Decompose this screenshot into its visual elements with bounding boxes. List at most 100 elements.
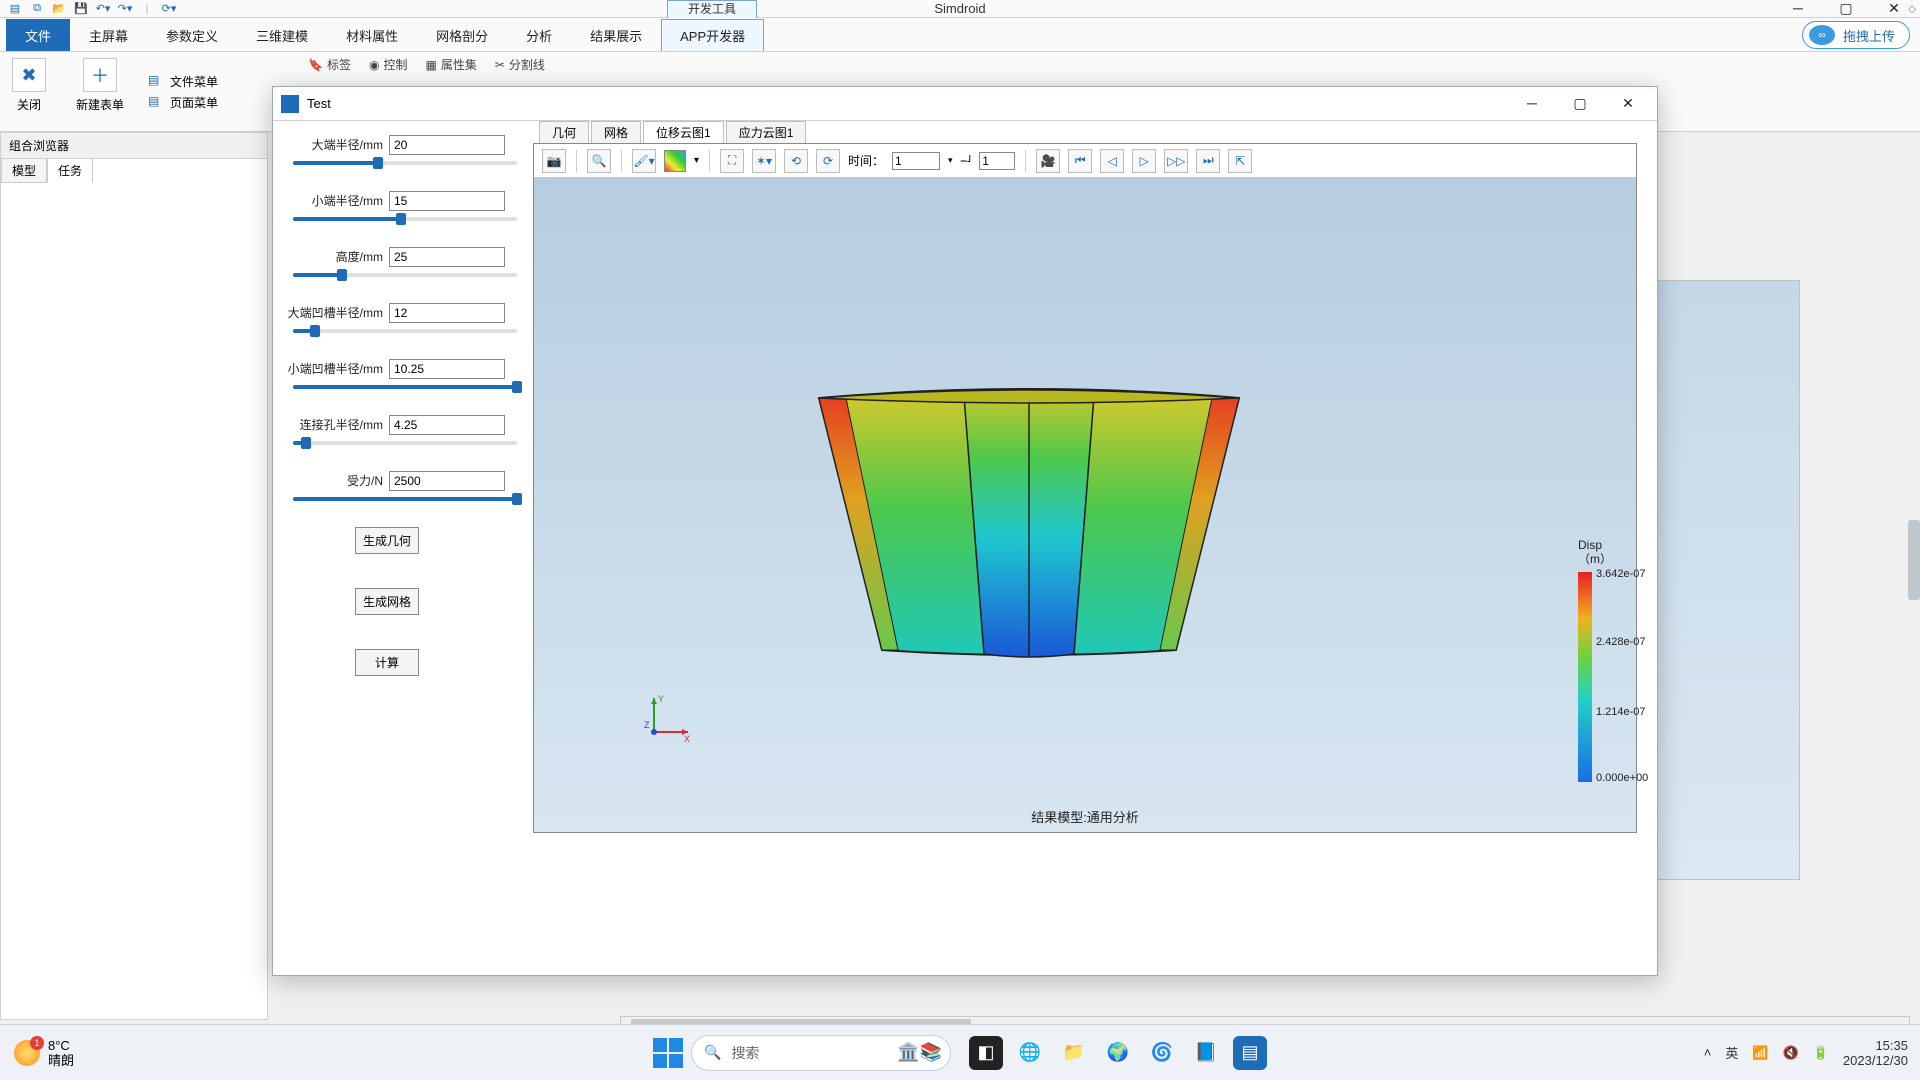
overlay-item-label[interactable]: 🔖 标签 <box>308 55 351 74</box>
fit-icon[interactable]: ⛶ <box>720 149 744 173</box>
param-input[interactable] <box>389 303 505 323</box>
tray-chevron-icon[interactable]: ˄ <box>1704 1045 1712 1060</box>
vp-tab-stress[interactable]: 应力云图1 <box>726 121 807 143</box>
file-menu-button[interactable]: ▤文件菜单 <box>148 73 218 90</box>
generate-geometry-button[interactable]: 生成几何 <box>355 527 419 554</box>
redo-icon[interactable]: ↷▾ <box>116 1 134 17</box>
dialog-maximize-button[interactable]: ▢ <box>1559 95 1601 112</box>
ribbon-tab-params[interactable]: 参数定义 <box>147 19 237 51</box>
vp-tab-disp[interactable]: 位移云图1 <box>643 121 724 143</box>
overlay-item-control[interactable]: ◉ 控制 <box>369 55 408 74</box>
test-dialog: Test ─ ▢ ✕ 大端半径/mm小端半径/mm高度/mm大端凹槽半径/mm小… <box>272 86 1658 976</box>
param-slider[interactable] <box>293 217 517 221</box>
new-form-button[interactable]: ＋ 新建表单 <box>70 56 130 115</box>
weather-widget[interactable]: 1 8°C 晴朗 <box>0 1038 74 1068</box>
legend-unit: （m） <box>1578 552 1612 566</box>
ribbon-tab-3dmodel[interactable]: 三维建模 <box>237 19 327 51</box>
dock-tab-task[interactable]: 任务 <box>47 159 93 183</box>
explorer-icon[interactable]: 📁 <box>1057 1036 1091 1070</box>
record-icon[interactable]: 🎥 <box>1036 149 1060 173</box>
simdroid-taskbar-icon[interactable]: ▤ <box>1233 1036 1267 1070</box>
param-row: 高度/mm <box>285 247 521 277</box>
param-slider[interactable] <box>293 161 517 165</box>
snapshot-icon[interactable]: 📷 <box>542 149 566 173</box>
dialog-close-button[interactable]: ✕ <box>1607 95 1649 112</box>
cloud-icon: ∞ <box>1809 25 1835 45</box>
ime-indicator[interactable]: 英 <box>1725 1043 1738 1062</box>
dialog-minimize-button[interactable]: ─ <box>1511 95 1553 112</box>
swirl-app-icon[interactable]: 🌀 <box>1145 1036 1179 1070</box>
param-input[interactable] <box>389 359 505 379</box>
zoom-icon[interactable]: 🔍 <box>587 149 611 173</box>
next-frame-icon[interactable]: ▷▷ <box>1164 149 1188 173</box>
vertical-scroll-nub[interactable] <box>1908 520 1920 600</box>
minimize-button[interactable]: ─ <box>1778 0 1818 17</box>
ribbon-tab-mesh[interactable]: 网格剖分 <box>417 19 507 51</box>
render-area[interactable]: X Y Z Disp （m） 3.642e-07 2.428e-07 1.214… <box>534 178 1636 832</box>
maximize-button[interactable]: ▢ <box>1826 0 1866 17</box>
dialog-titlebar[interactable]: Test ─ ▢ ✕ <box>273 87 1657 121</box>
volume-icon[interactable]: 🔇 <box>1783 1045 1799 1061</box>
prev-frame-icon[interactable]: ◁ <box>1100 149 1124 173</box>
colormap-icon[interactable] <box>664 150 686 172</box>
globe-app-icon[interactable]: 🌍 <box>1101 1036 1135 1070</box>
vp-tab-geom[interactable]: 几何 <box>539 121 589 143</box>
param-slider[interactable] <box>293 273 517 277</box>
start-button[interactable] <box>653 1038 683 1068</box>
ribbon-tab-file[interactable]: 文件 <box>6 19 70 51</box>
open-icon[interactable]: 📂 <box>50 1 68 17</box>
scale-input[interactable] <box>979 152 1015 170</box>
param-label: 小端半径/mm <box>285 192 389 209</box>
first-frame-icon[interactable]: ⏮ <box>1068 149 1092 173</box>
param-row: 小端凹槽半径/mm <box>285 359 521 389</box>
ribbon-tab-home[interactable]: 主屏幕 <box>70 19 147 51</box>
param-slider[interactable] <box>293 329 517 333</box>
close-app-button[interactable]: ✖ 关闭 <box>6 56 52 115</box>
viewport-tabs: 几何 网格 位移云图1 应力云图1 <box>539 121 1637 143</box>
edge-icon[interactable]: 🌐 <box>1013 1036 1047 1070</box>
overlay-item-separator[interactable]: ✂ 分割线 <box>495 55 545 74</box>
ribbon-tab-results[interactable]: 结果展示 <box>571 19 661 51</box>
param-row: 小端半径/mm <box>285 191 521 221</box>
play-icon[interactable]: ▷ <box>1132 149 1156 173</box>
param-input[interactable] <box>389 247 505 267</box>
taskview-icon[interactable]: ◧ <box>969 1036 1003 1070</box>
last-frame-icon[interactable]: ⏭ <box>1196 149 1220 173</box>
save-icon[interactable]: 💾 <box>72 1 90 17</box>
clock[interactable]: 15:35 2023/12/30 <box>1843 1038 1908 1068</box>
param-input[interactable] <box>389 191 505 211</box>
refresh-icon[interactable]: ⟳▾ <box>160 1 178 17</box>
book-app-icon[interactable]: 📘 <box>1189 1036 1223 1070</box>
rotate-cw-icon[interactable]: ⟳ <box>816 149 840 173</box>
param-input[interactable] <box>389 415 505 435</box>
param-slider[interactable] <box>293 497 517 501</box>
param-input[interactable] <box>389 135 505 155</box>
context-tab-devtools[interactable]: 开发工具 <box>667 0 757 18</box>
taskbar: 1 8°C 晴朗 🔍 搜索 🏛️📚 ◧ 🌐 📁 🌍 🌀 📘 ▤ ˄ 英 📶 🔇 … <box>0 1024 1920 1080</box>
taskbar-search[interactable]: 🔍 搜索 🏛️📚 <box>691 1035 951 1071</box>
brush-icon[interactable]: 🖌▾ <box>632 149 656 173</box>
param-input[interactable] <box>389 471 505 491</box>
vp-tab-mesh[interactable]: 网格 <box>591 121 641 143</box>
generate-mesh-button[interactable]: 生成网格 <box>355 588 419 615</box>
ribbon-tab-appdev[interactable]: APP开发器 <box>661 19 764 51</box>
overlay-item-propset[interactable]: ▦ 属性集 <box>425 55 476 74</box>
upload-button[interactable]: ∞ 拖拽上传 <box>1802 21 1910 49</box>
ribbon-tab-material[interactable]: 材料属性 <box>327 19 417 51</box>
param-slider[interactable] <box>293 385 517 389</box>
export-icon[interactable]: ⇱ <box>1228 149 1252 173</box>
time-input[interactable] <box>892 152 940 170</box>
wifi-icon[interactable]: 📶 <box>1752 1045 1768 1061</box>
dock-tab-model[interactable]: 模型 <box>1 159 47 183</box>
calculate-button[interactable]: 计算 <box>355 649 419 676</box>
battery-icon[interactable]: 🔋 <box>1813 1045 1829 1061</box>
rotate-ccw-icon[interactable]: ⟲ <box>784 149 808 173</box>
new-icon[interactable]: ⧉ <box>28 1 46 17</box>
axis-icon[interactable]: ✶▾ <box>752 149 776 173</box>
page-menu-button[interactable]: ▤页面菜单 <box>148 94 218 111</box>
ribbon-tab-analysis[interactable]: 分析 <box>507 19 571 51</box>
ribbon-collapse-icon[interactable]: ◇ <box>1908 4 1916 15</box>
undo-icon[interactable]: ↶▾ <box>94 1 112 17</box>
param-slider[interactable] <box>293 441 517 445</box>
param-label: 小端凹槽半径/mm <box>285 360 389 377</box>
